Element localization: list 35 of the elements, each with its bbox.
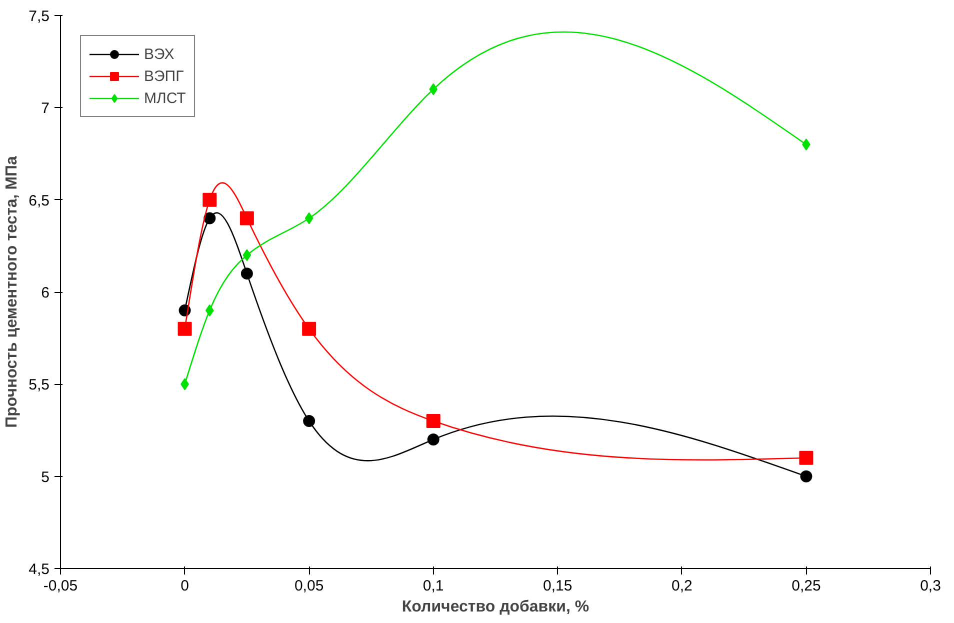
x-tick-label: 0,1 xyxy=(422,578,444,594)
point xyxy=(800,470,812,482)
y-tick-label: 4,5 xyxy=(28,561,50,578)
point xyxy=(240,268,253,280)
y-tick-label: 5,5 xyxy=(28,376,50,394)
point xyxy=(240,211,254,226)
x-tick-label: 0,25 xyxy=(792,578,821,594)
point xyxy=(302,322,316,336)
x-tick-label: 0,2 xyxy=(672,578,692,594)
point xyxy=(242,249,252,262)
legend-label: ВЭПГ xyxy=(144,68,184,84)
y-axis-title: Прочность цементного теста, МПа xyxy=(4,156,21,428)
point xyxy=(202,192,217,207)
x-tick-label: 0 xyxy=(180,578,189,594)
point xyxy=(304,212,314,224)
y-tick-label: 7 xyxy=(41,100,50,118)
x-tick-label: -0,05 xyxy=(43,578,78,594)
point xyxy=(205,304,214,316)
x-tick-label: 0,3 xyxy=(920,578,941,594)
y-tick-label: 6,5 xyxy=(28,192,50,210)
point xyxy=(426,414,440,428)
point xyxy=(178,322,192,336)
point xyxy=(303,415,316,428)
y-tick-label: 6 xyxy=(41,284,50,302)
legend-label: МЛСТ xyxy=(144,90,186,106)
x-tick-label: 0,05 xyxy=(294,578,324,594)
point xyxy=(799,450,814,465)
legend-label: ВЭХ xyxy=(144,46,174,62)
x-axis-title: Количество добавки, % xyxy=(402,598,590,616)
x-tick-label: 0,15 xyxy=(543,578,572,594)
point xyxy=(204,212,216,224)
point xyxy=(427,433,440,446)
y-tick-label: 5 xyxy=(41,468,50,486)
point xyxy=(429,83,438,96)
y-tick-label: 7,5 xyxy=(28,8,50,25)
